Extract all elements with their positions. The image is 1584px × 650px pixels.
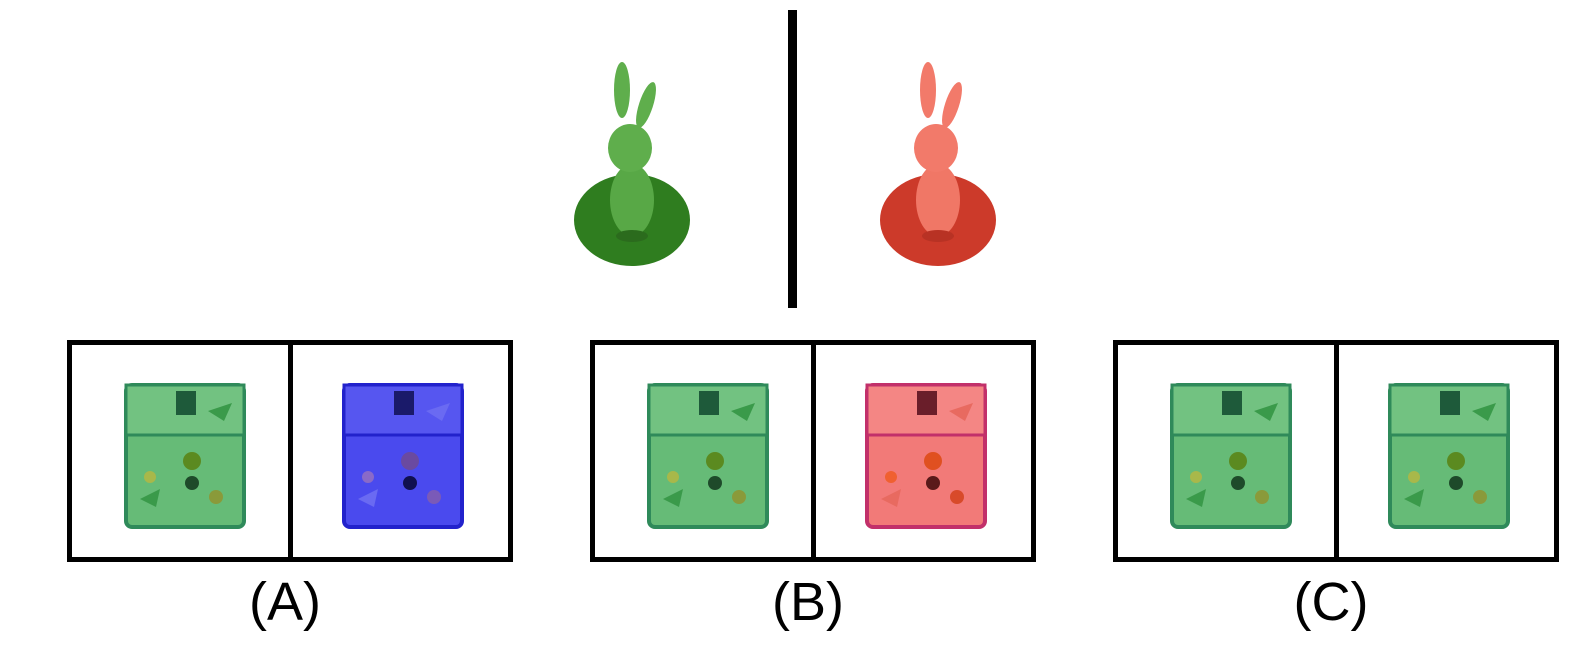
option-c-label: (C) — [1293, 572, 1369, 632]
option-b-panel[interactable] — [590, 340, 1036, 562]
option-b-divider — [810, 345, 816, 557]
option-c-divider — [1333, 345, 1339, 557]
lunch-bag-green-icon — [124, 383, 246, 529]
lunch-bag-green-icon — [647, 383, 769, 529]
bunny-figurine-red-icon — [880, 62, 996, 266]
reference-divider — [788, 10, 797, 308]
option-b-label: (B) — [772, 572, 844, 632]
option-a-divider — [287, 345, 293, 557]
bunny-figurine-green-icon — [574, 62, 690, 266]
option-c-panel[interactable] — [1113, 340, 1559, 562]
option-a-panel[interactable] — [67, 340, 513, 562]
lunch-bag-green-icon — [1170, 383, 1292, 529]
lunch-bag-green-icon — [1388, 383, 1510, 529]
option-a-label: (A) — [249, 572, 321, 632]
lunch-bag-red-icon — [865, 383, 987, 529]
lunch-bag-blue-icon — [342, 383, 464, 529]
